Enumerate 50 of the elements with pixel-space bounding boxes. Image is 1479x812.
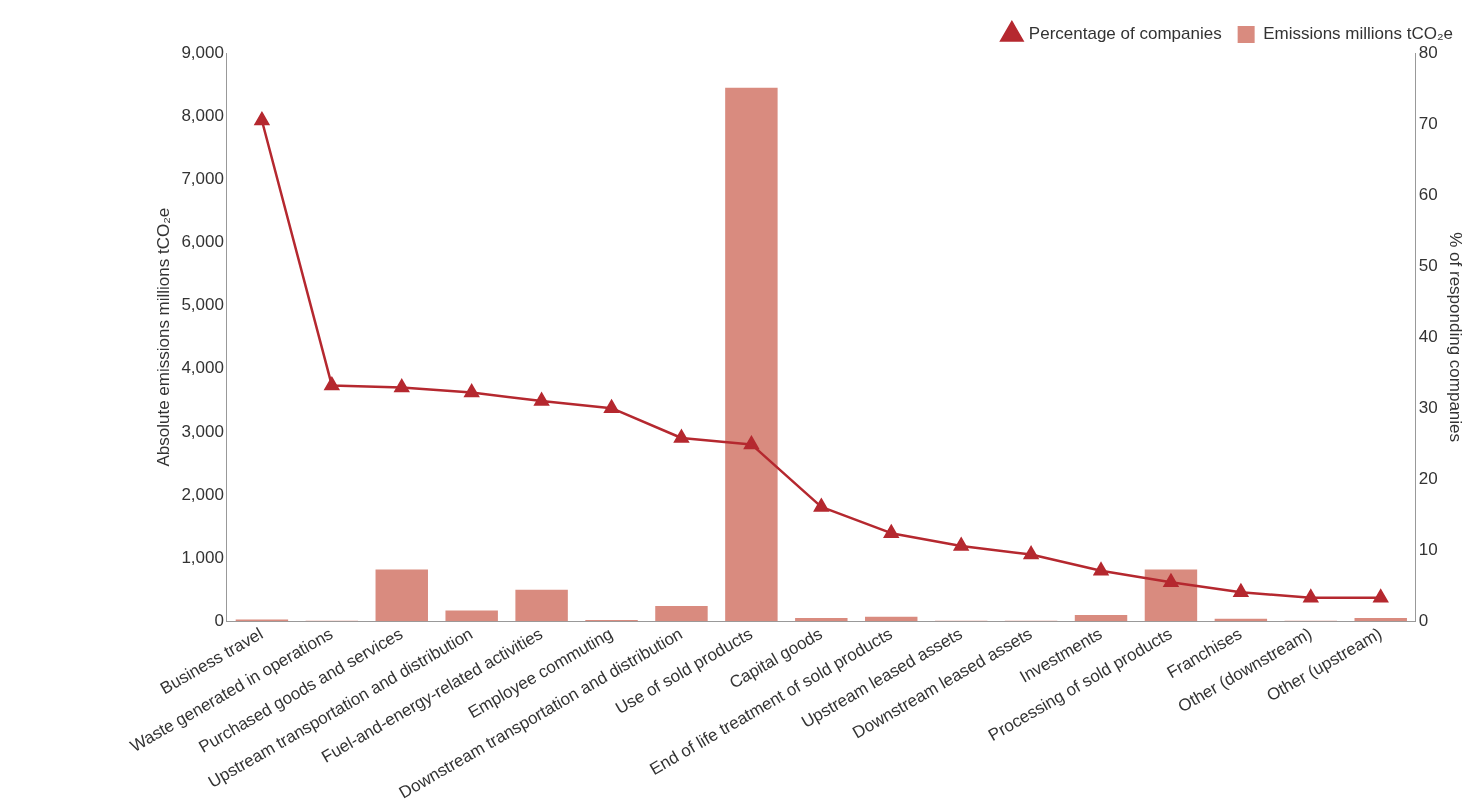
point <box>1023 546 1039 560</box>
point <box>534 392 549 406</box>
y2-tick-label: 80 <box>1418 42 1438 62</box>
point <box>953 537 969 551</box>
bar <box>1354 618 1407 622</box>
point <box>1093 562 1109 576</box>
y2-axis-title: % of responding companies <box>1446 232 1466 443</box>
point <box>814 498 829 512</box>
y2-tick-label: 40 <box>1418 326 1438 346</box>
bar <box>795 618 848 622</box>
y-tick-label: 8,000 <box>181 105 224 125</box>
y-axis-title: Absolute emissions millions tCO₂e <box>153 207 173 467</box>
legend-label: Emissions millions tCO₂e <box>1263 24 1454 44</box>
point <box>744 436 759 450</box>
point <box>1163 573 1179 587</box>
y-tick-label: 5,000 <box>181 295 224 315</box>
point <box>324 377 340 391</box>
y-tick-label: 6,000 <box>181 232 224 252</box>
y-tick-label: 3,000 <box>181 421 224 441</box>
y2-tick-label: 50 <box>1418 255 1438 275</box>
bar <box>865 616 918 622</box>
bar <box>725 87 778 622</box>
bar <box>515 589 568 622</box>
point <box>394 379 410 393</box>
y2-tick-label: 0 <box>1418 610 1429 630</box>
y2-tick-label: 10 <box>1418 539 1438 559</box>
bar <box>655 606 708 622</box>
point <box>1233 583 1249 597</box>
y-tick-label: 2,000 <box>181 484 224 504</box>
point <box>254 112 270 126</box>
point <box>674 429 689 443</box>
point <box>1303 589 1319 603</box>
bar <box>375 569 428 622</box>
y-tick-label: 9,000 <box>181 42 224 62</box>
y-tick-label: 1,000 <box>181 547 224 567</box>
y2-tick-label: 20 <box>1418 468 1438 488</box>
y2-tick-label: 30 <box>1418 397 1438 417</box>
bar <box>1144 569 1198 622</box>
point <box>464 384 479 398</box>
bar <box>445 610 498 622</box>
y-tick-label: 7,000 <box>181 168 224 188</box>
point <box>604 399 619 413</box>
legend-label: Percentage of companies <box>1028 24 1222 44</box>
point <box>883 524 899 538</box>
y-tick-label: 4,000 <box>181 358 224 378</box>
point <box>1373 589 1389 603</box>
y-tick-label: 0 <box>214 610 224 630</box>
bar <box>1074 614 1128 622</box>
y2-tick-label: 60 <box>1418 184 1438 204</box>
y2-tick-label: 70 <box>1418 113 1438 133</box>
